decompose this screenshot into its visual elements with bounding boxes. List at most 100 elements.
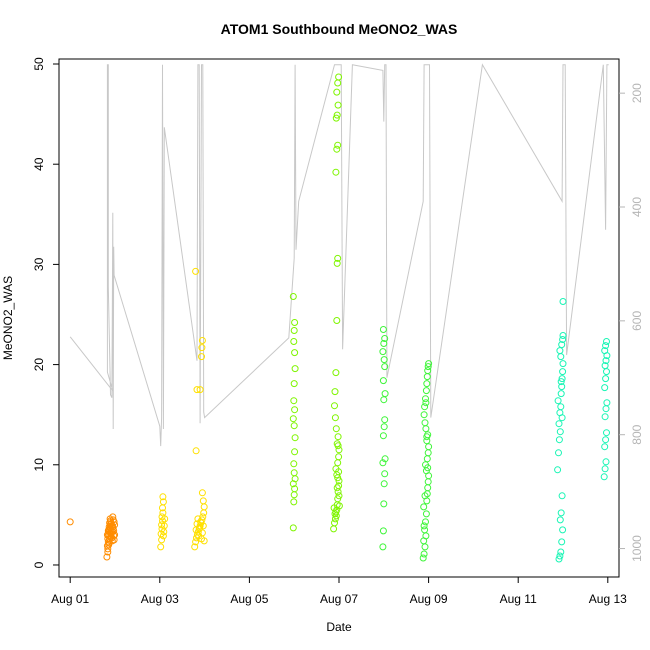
data-point — [602, 458, 610, 466]
data-point — [425, 443, 433, 451]
data-point — [198, 529, 206, 537]
data-point — [424, 363, 432, 371]
data-point — [331, 388, 339, 396]
data-point — [558, 538, 566, 546]
altitude-line — [69, 63, 609, 447]
data-point — [334, 79, 342, 87]
data-point — [557, 548, 565, 556]
data-point — [380, 500, 388, 508]
series-1 — [157, 267, 208, 551]
data-point — [159, 532, 167, 540]
data-point — [335, 453, 343, 461]
data-point — [381, 335, 389, 342]
data-point — [331, 519, 338, 527]
data-point — [603, 429, 610, 437]
data-point — [420, 522, 428, 530]
right-tick-label: 1000 — [630, 535, 644, 562]
data-point — [423, 455, 431, 463]
data-point — [290, 397, 298, 405]
data-point — [192, 447, 200, 455]
data-point — [559, 368, 567, 376]
data-point — [603, 338, 610, 345]
data-point — [602, 405, 610, 413]
data-points — [66, 73, 611, 563]
data-point — [334, 101, 342, 109]
data-point — [334, 488, 342, 496]
data-point — [556, 428, 564, 436]
data-point — [332, 168, 340, 176]
data-point — [421, 543, 429, 551]
data-point — [380, 356, 388, 364]
data-point — [601, 347, 609, 355]
data-point — [423, 373, 431, 381]
data-point — [555, 555, 563, 563]
data-point — [192, 267, 200, 275]
data-point — [603, 368, 610, 376]
data-point — [66, 518, 74, 526]
data-point — [109, 516, 117, 524]
data-point — [291, 448, 299, 456]
series-0 — [66, 513, 119, 561]
data-point — [601, 413, 609, 421]
data-point — [601, 443, 609, 451]
data-point — [198, 353, 205, 361]
data-point — [424, 449, 432, 457]
data-point — [198, 337, 206, 344]
data-point — [559, 332, 567, 339]
data-point — [379, 377, 387, 385]
data-point — [557, 390, 565, 398]
data-point — [332, 425, 340, 433]
data-point — [333, 259, 341, 267]
data-point — [602, 375, 610, 383]
data-point — [199, 522, 207, 530]
data-point — [559, 336, 567, 343]
data-point — [291, 406, 299, 414]
data-point — [558, 492, 566, 500]
data-point — [334, 433, 342, 441]
right-tick-label: 800 — [630, 424, 644, 444]
data-point — [422, 510, 430, 518]
series-4 — [554, 298, 611, 563]
data-point — [289, 524, 297, 532]
data-point — [555, 449, 562, 457]
data-point — [420, 537, 428, 545]
data-point — [557, 403, 565, 411]
data-point — [335, 492, 343, 500]
data-point — [556, 552, 564, 560]
data-point — [424, 464, 432, 472]
data-point — [421, 526, 429, 534]
data-point — [335, 502, 343, 510]
y-axis-label: MeONO2_WAS — [1, 276, 15, 360]
data-point — [558, 375, 566, 383]
chart-title: ATOM1 Southbound MeONO2_WAS — [221, 21, 458, 37]
data-point — [381, 470, 389, 478]
right-axis: 200 400 600 800 1000 — [619, 83, 644, 562]
data-point — [380, 480, 388, 488]
data-point — [421, 403, 429, 411]
data-point — [200, 503, 208, 511]
data-point — [555, 436, 563, 444]
right-tick-label: 400 — [630, 197, 644, 217]
data-point — [424, 478, 432, 486]
data-point — [289, 415, 297, 423]
data-point — [290, 498, 298, 506]
data-point — [333, 88, 341, 96]
data-point — [420, 550, 428, 558]
data-point — [554, 466, 562, 474]
x-tick-label: Aug 03 — [141, 592, 179, 606]
data-point — [379, 543, 387, 551]
data-point — [379, 326, 387, 333]
data-point — [333, 484, 341, 492]
x-tick-label: Aug 11 — [500, 592, 537, 606]
data-point — [291, 485, 299, 493]
data-point — [602, 357, 610, 365]
data-point — [109, 513, 117, 521]
data-point — [380, 423, 388, 431]
data-point — [196, 386, 204, 394]
data-point — [425, 360, 433, 368]
data-point — [558, 383, 566, 391]
data-point — [335, 482, 343, 490]
series-3 — [379, 326, 433, 562]
data-point — [290, 460, 298, 468]
data-point — [559, 526, 567, 534]
